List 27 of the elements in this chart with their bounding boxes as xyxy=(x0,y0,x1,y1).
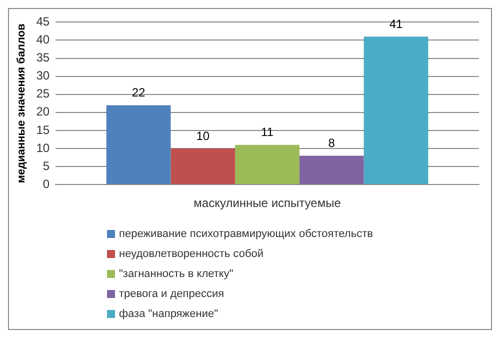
bar xyxy=(106,105,171,184)
y-tick-label: 20 xyxy=(36,104,50,119)
data-label: 22 xyxy=(132,86,146,100)
y-tick-label: 5 xyxy=(42,158,50,173)
bar xyxy=(299,156,364,184)
bar xyxy=(170,148,236,184)
y-axis-title: медианные значения баллов xyxy=(16,23,28,184)
legend-label: "загнанность в клетку" xyxy=(119,268,234,280)
y-tick-label: 35 xyxy=(36,50,50,65)
y-tick-label: 40 xyxy=(36,32,50,47)
data-label: 11 xyxy=(261,125,274,140)
y-tick-label: 10 xyxy=(36,140,50,155)
bar xyxy=(235,144,300,184)
legend-label: тревога и депрессия xyxy=(119,288,224,300)
data-label: 41 xyxy=(389,16,403,31)
y-tick-label: 15 xyxy=(36,122,50,137)
y-tick-label: 45 xyxy=(36,14,50,29)
y-tick-label: 25 xyxy=(36,86,50,101)
x-tick-label: маскулинные испытуемые xyxy=(194,196,342,210)
legend-label: переживание психотравмирующих обстоятельств xyxy=(119,228,373,240)
legend-label: фаза "напряжение" xyxy=(119,308,218,320)
bar xyxy=(364,36,428,184)
y-tick-label: 30 xyxy=(36,68,50,83)
legend-label: неудовлетворенность собой xyxy=(119,248,264,260)
data-label: 10 xyxy=(196,128,210,143)
y-tick-label: 0 xyxy=(42,176,50,191)
data-label: 8 xyxy=(328,136,336,150)
